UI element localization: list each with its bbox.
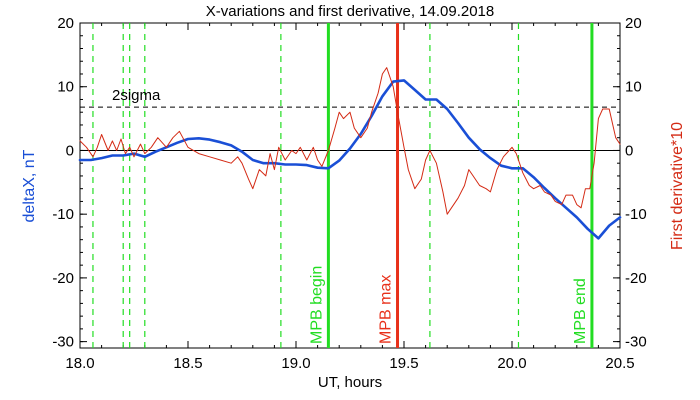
x-axis-label: UT, hours xyxy=(318,374,382,391)
y-tick-label-right: 0 xyxy=(625,142,633,159)
x-tick-label: 18.0 xyxy=(65,355,94,372)
series-layer xyxy=(78,67,622,240)
y-tick-label-right: 10 xyxy=(625,79,642,96)
axes-layer xyxy=(79,22,621,349)
y-tick-label-right: -20 xyxy=(625,270,647,287)
y-axis-label-left: deltaX, nT xyxy=(21,149,38,222)
y-axis-label-right: First derivative*10 xyxy=(669,122,686,250)
threshold-label: 2sigma xyxy=(112,87,161,104)
mpb_begin-label: MPB begin xyxy=(308,266,325,344)
y-tick-label-left: 20 xyxy=(57,15,74,32)
y-tick-label-left: -30 xyxy=(52,334,74,351)
y-tick-label-left: 0 xyxy=(66,142,74,159)
y-tick-label-left: -10 xyxy=(52,206,74,223)
x-tick-label: 20.5 xyxy=(605,355,634,372)
x-tick-label: 19.0 xyxy=(281,355,310,372)
y-tick-label-right: -10 xyxy=(625,206,647,223)
x-tick-label: 19.5 xyxy=(389,355,418,372)
x-tick-label: 20.0 xyxy=(497,355,526,372)
mpb_end-label: MPB end xyxy=(572,278,589,344)
y-tick-label-right: 20 xyxy=(625,15,642,32)
labels-layer: 18.0 18.5 19.0 19.5 20.0 20.5 20 20 10 10 0 0 -10 -10… xyxy=(52,15,646,372)
y-tick-label-right: -30 xyxy=(625,334,647,351)
y-tick-label-left: 10 xyxy=(57,79,74,96)
deltax-line xyxy=(78,79,622,240)
x-tick-label: 18.5 xyxy=(173,355,202,372)
mpb_max-label: MPB max xyxy=(378,275,395,344)
plot-frame xyxy=(79,22,621,349)
chart-title: X-variations and first derivative, 14.09… xyxy=(206,3,495,20)
derivative-line xyxy=(79,67,621,215)
y-tick-label-left: -20 xyxy=(52,270,74,287)
